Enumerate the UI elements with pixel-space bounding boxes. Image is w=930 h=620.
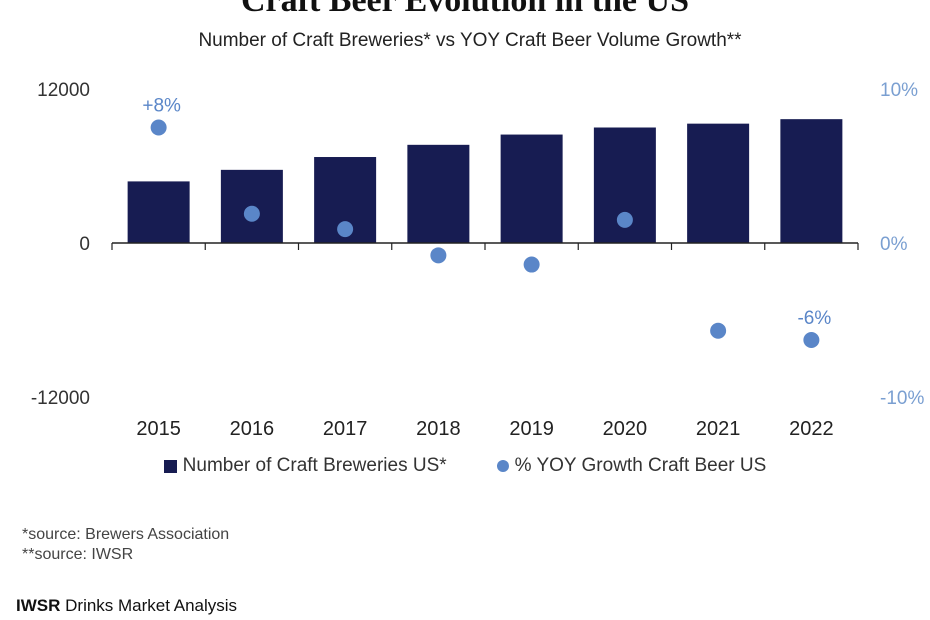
left-axis-tick-label: 12000 bbox=[37, 80, 90, 101]
bar-2022 bbox=[780, 119, 843, 243]
x-axis-label-2019: 2019 bbox=[509, 418, 554, 440]
right-axis-tick-label: 0% bbox=[880, 234, 908, 255]
chart-title: Craft Beer Evolution in the US bbox=[241, 0, 689, 19]
growth-point-2019 bbox=[523, 256, 540, 273]
x-axis-label-2018: 2018 bbox=[416, 418, 461, 440]
footer-brand: IWSR bbox=[16, 596, 61, 615]
x-axis-label-2015: 2015 bbox=[136, 418, 181, 440]
growth-point-2022 bbox=[803, 332, 820, 349]
x-axis-label-2016: 2016 bbox=[230, 418, 275, 440]
bar-2019 bbox=[500, 134, 563, 243]
growth-point-2021 bbox=[710, 322, 727, 339]
x-axis-label-2017: 2017 bbox=[323, 418, 368, 440]
chart-subtitle: Number of Craft Breweries* vs YOY Craft … bbox=[198, 30, 742, 51]
right-axis-tick-label: 10% bbox=[880, 80, 918, 101]
legend-label-breweries: Number of Craft Breweries US* bbox=[182, 455, 447, 476]
legend-label-growth: % YOY Growth Craft Beer US bbox=[514, 455, 767, 476]
bar-2015 bbox=[127, 181, 190, 243]
legend-swatch-bar bbox=[163, 459, 177, 473]
x-axis-label-2020: 2020 bbox=[603, 418, 648, 440]
chart-canvas: 12000 0 -12000 10% 0% -10% 2015 2016 2017 2018 201… bbox=[31, 80, 925, 440]
growth-point-2017 bbox=[337, 221, 354, 238]
x-axis-label-2021: 2021 bbox=[696, 418, 741, 440]
x-axis-label-2022: 2022 bbox=[789, 418, 834, 440]
growth-point-2018 bbox=[430, 247, 447, 264]
source-note-1: *source: Brewers Association bbox=[22, 526, 230, 543]
growth-point-2016 bbox=[243, 205, 260, 222]
bar-2021 bbox=[687, 123, 750, 243]
data-label-2022: -6% bbox=[797, 308, 831, 329]
footer: IWSR Drinks Market Analysis bbox=[16, 596, 237, 616]
source-note-2: **source: IWSR bbox=[22, 546, 134, 563]
legend-item-growth: % YOY Growth Craft Beer US bbox=[496, 455, 767, 477]
footer-text: Drinks Market Analysis bbox=[65, 596, 238, 615]
chart-legend: Number of Craft Breweries US* % YOY Grow… bbox=[0, 455, 930, 477]
legend-swatch-dot bbox=[496, 460, 509, 472]
growth-point-2020 bbox=[616, 211, 633, 228]
data-label-2015: +8% bbox=[142, 96, 181, 117]
growth-point-2015 bbox=[150, 119, 167, 136]
left-axis-tick-label: -12000 bbox=[31, 388, 90, 409]
right-axis-tick-label: -10% bbox=[880, 388, 924, 409]
left-axis-tick-label: 0 bbox=[79, 234, 90, 255]
legend-item-breweries: Number of Craft Breweries US* bbox=[163, 455, 447, 477]
bar-2018 bbox=[407, 144, 470, 243]
